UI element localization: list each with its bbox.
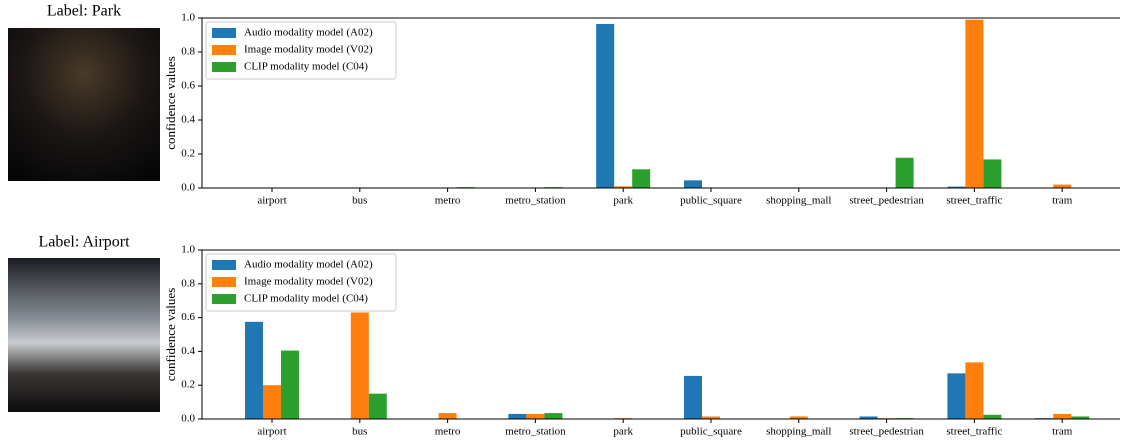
y-tick-label: 0.0 — [181, 182, 195, 194]
x-tick-label: park — [613, 426, 633, 438]
x-tick-label: airport — [257, 195, 286, 207]
legend-swatch — [212, 260, 236, 270]
x-tick-label: metro — [435, 426, 461, 438]
legend-swatch — [212, 277, 236, 287]
y-tick-label: 0.0 — [181, 413, 195, 425]
x-tick-label: airport — [257, 426, 286, 438]
scene-image — [8, 258, 160, 412]
bar — [245, 322, 263, 419]
bar — [965, 20, 983, 188]
y-tick-label: 0.4 — [181, 345, 195, 357]
x-tick-label: shopping_mall — [766, 195, 831, 207]
legend-swatch — [212, 45, 236, 55]
bar — [632, 169, 650, 188]
y-tick-label: 0.2 — [181, 148, 195, 160]
bar — [281, 351, 299, 419]
x-tick-label: public_square — [680, 426, 742, 438]
image-caption: Label: Airport — [38, 234, 130, 251]
y-axis-label: confidence values — [163, 288, 178, 381]
y-tick-label: 0.6 — [181, 311, 195, 323]
x-tick-label: tram — [1052, 195, 1073, 207]
x-tick-label: shopping_mall — [766, 426, 831, 438]
legend-swatch — [212, 294, 236, 304]
image-caption: Label: Park — [47, 3, 121, 20]
y-tick-label: 0.8 — [181, 277, 195, 289]
bar — [369, 394, 387, 419]
bar — [1053, 185, 1071, 188]
legend-label: Audio modality model (A02) — [244, 27, 373, 39]
x-tick-label: bus — [352, 426, 367, 438]
y-tick-label: 0.4 — [181, 114, 195, 126]
x-tick-label: park — [613, 195, 633, 207]
legend-swatch — [212, 28, 236, 38]
bar — [439, 413, 457, 419]
bar — [526, 414, 544, 419]
bar — [983, 415, 1001, 419]
legend-label: CLIP modality model (C04) — [244, 293, 368, 305]
bar — [947, 373, 965, 419]
y-tick-label: 1.0 — [181, 12, 195, 24]
y-axis-label: confidence values — [163, 56, 178, 149]
bar — [1053, 414, 1071, 419]
bar — [263, 385, 281, 419]
scene-image — [8, 28, 160, 181]
bar — [684, 376, 702, 419]
x-tick-label: street_pedestrian — [849, 195, 924, 207]
y-tick-label: 0.8 — [181, 46, 195, 58]
x-tick-label: tram — [1052, 426, 1073, 438]
x-tick-label: metro_station — [505, 195, 566, 207]
legend-label: Image modality model (V02) — [244, 44, 373, 56]
x-tick-label: bus — [352, 195, 367, 207]
x-tick-label: street_traffic — [946, 426, 1002, 438]
legend-label: CLIP modality model (C04) — [244, 61, 368, 73]
bar — [965, 362, 983, 419]
legend-label: Image modality model (V02) — [244, 276, 373, 288]
legend-label: Audio modality model (A02) — [244, 259, 373, 271]
y-tick-label: 0.6 — [181, 80, 195, 92]
figure: Label: Park Label: Airport 0.0 0.2 0.4 0.6 0… — [0, 0, 1122, 442]
y-tick-label: 1.0 — [181, 244, 195, 256]
legend-swatch — [212, 62, 236, 72]
bar — [896, 158, 914, 188]
bar — [684, 180, 702, 188]
bar — [983, 159, 1001, 188]
bar — [351, 313, 369, 419]
x-tick-label: street_traffic — [946, 195, 1002, 207]
x-tick-label: metro_station — [505, 426, 566, 438]
y-tick-label: 0.2 — [181, 379, 195, 391]
bar — [508, 414, 526, 419]
x-tick-label: public_square — [680, 195, 742, 207]
x-tick-label: street_pedestrian — [849, 426, 924, 438]
x-tick-label: metro — [435, 195, 461, 207]
bar — [596, 24, 614, 188]
bar — [544, 413, 562, 419]
